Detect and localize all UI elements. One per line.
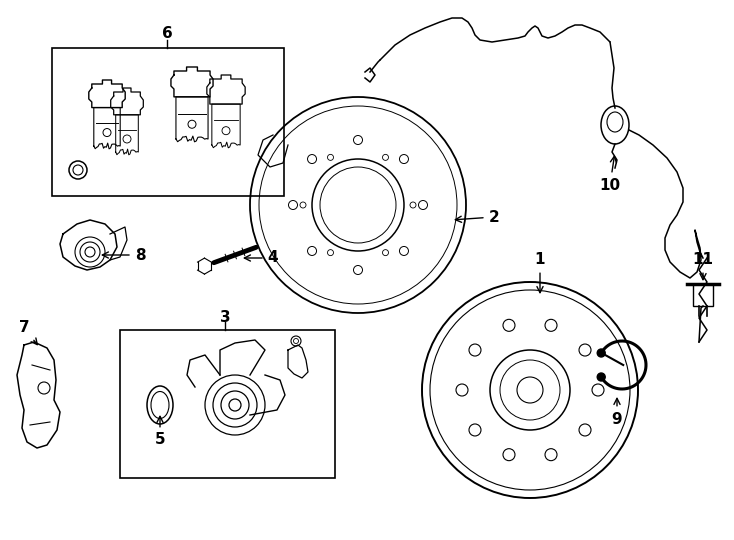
Bar: [120, 330, 335, 478]
Text: 1: 1: [535, 253, 545, 293]
Text: 5: 5: [155, 416, 165, 448]
Text: 3: 3: [219, 310, 230, 326]
Circle shape: [597, 373, 606, 381]
Text: 4: 4: [244, 251, 278, 266]
Text: 7: 7: [18, 321, 37, 345]
Circle shape: [597, 349, 606, 357]
Text: 2: 2: [455, 210, 499, 225]
Text: 10: 10: [600, 156, 620, 192]
Bar: [693, 284, 713, 306]
Text: 9: 9: [611, 399, 622, 427]
Text: 11: 11: [692, 253, 713, 280]
Text: 8: 8: [102, 247, 145, 262]
Text: 6: 6: [161, 26, 172, 42]
Bar: [52, 48, 284, 196]
